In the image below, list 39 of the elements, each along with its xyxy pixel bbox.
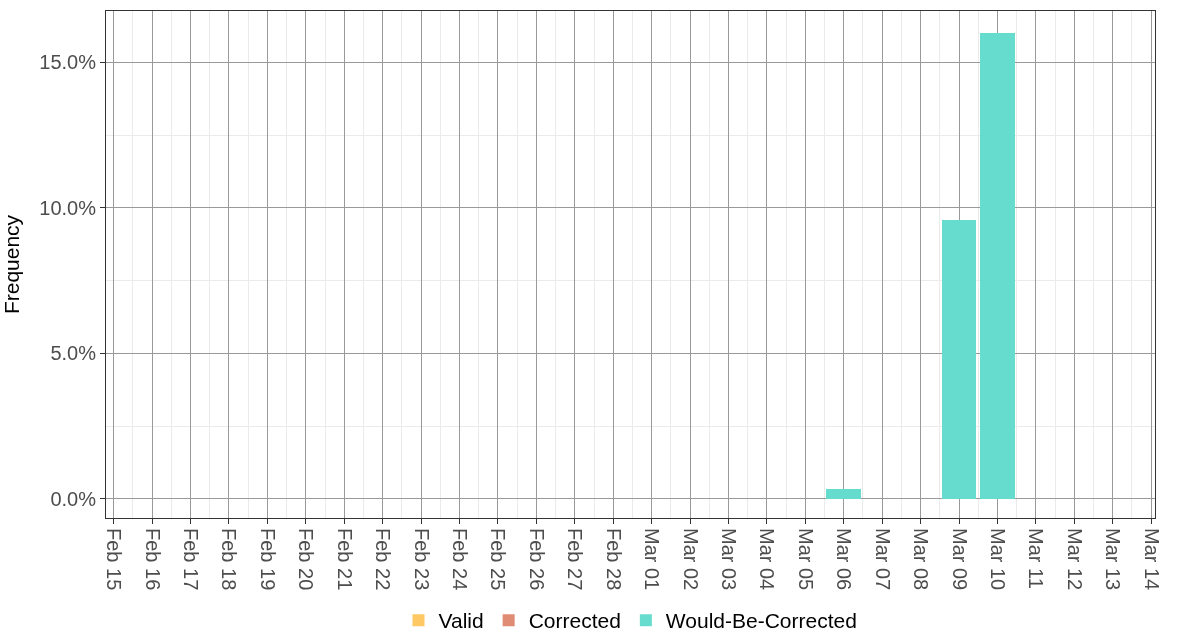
x-tick-label: Mar 01: [641, 528, 664, 591]
x-tick-label: Feb 28: [602, 528, 625, 591]
bar: [941, 219, 977, 499]
x-tick-label: Mar 08: [910, 528, 933, 591]
x-tick-label: Mar 06: [833, 528, 856, 591]
x-tick-label: Mar 11: [1025, 528, 1048, 589]
x-tick-label: Mar 13: [1102, 528, 1125, 591]
x-tick-label: Feb 17: [180, 528, 203, 591]
x-tick-label: Mar 07: [871, 528, 894, 591]
y-axis-title: Frequency: [0, 214, 23, 315]
x-tick-label: Feb 22: [372, 528, 395, 591]
x-tick-label: Mar 12: [1063, 528, 1086, 591]
y-tick-label: 10.0%: [39, 196, 97, 219]
x-tick-label: Feb 24: [449, 528, 472, 591]
legend-label: Valid: [438, 609, 484, 633]
legend-label: Would-Be-Corrected: [665, 609, 857, 633]
x-tick-label: Mar 04: [756, 528, 779, 591]
y-tick-label: 15.0%: [39, 51, 97, 74]
x-tick-label: Feb 20: [295, 528, 318, 591]
y-tick-label: 0.0%: [50, 487, 97, 510]
x-tick-label: Feb 27: [564, 528, 587, 591]
bar: [826, 488, 862, 499]
x-tick-label: Feb 19: [256, 528, 279, 591]
x-tick-label: Mar 03: [717, 528, 740, 591]
x-tick-label: Feb 16: [141, 528, 164, 591]
x-tick-label: Feb 23: [410, 528, 433, 591]
legend-label: Corrected: [528, 609, 621, 633]
x-tick-label: Mar 09: [948, 528, 971, 591]
bar: [980, 33, 1015, 499]
x-tick-label: Feb 18: [218, 528, 241, 591]
x-tick-label: Feb 15: [103, 528, 126, 591]
x-tick-label: Feb 21: [333, 528, 356, 591]
x-tick-label: Feb 26: [525, 528, 548, 591]
x-tick-label: Mar 02: [679, 528, 702, 591]
x-tick-label: Mar 14: [1140, 528, 1163, 591]
x-tick-label: Mar 05: [794, 528, 817, 591]
x-tick-label: Mar 10: [986, 528, 1009, 591]
x-tick-label: Feb 25: [487, 528, 510, 591]
y-tick-label: 5.0%: [50, 342, 97, 365]
